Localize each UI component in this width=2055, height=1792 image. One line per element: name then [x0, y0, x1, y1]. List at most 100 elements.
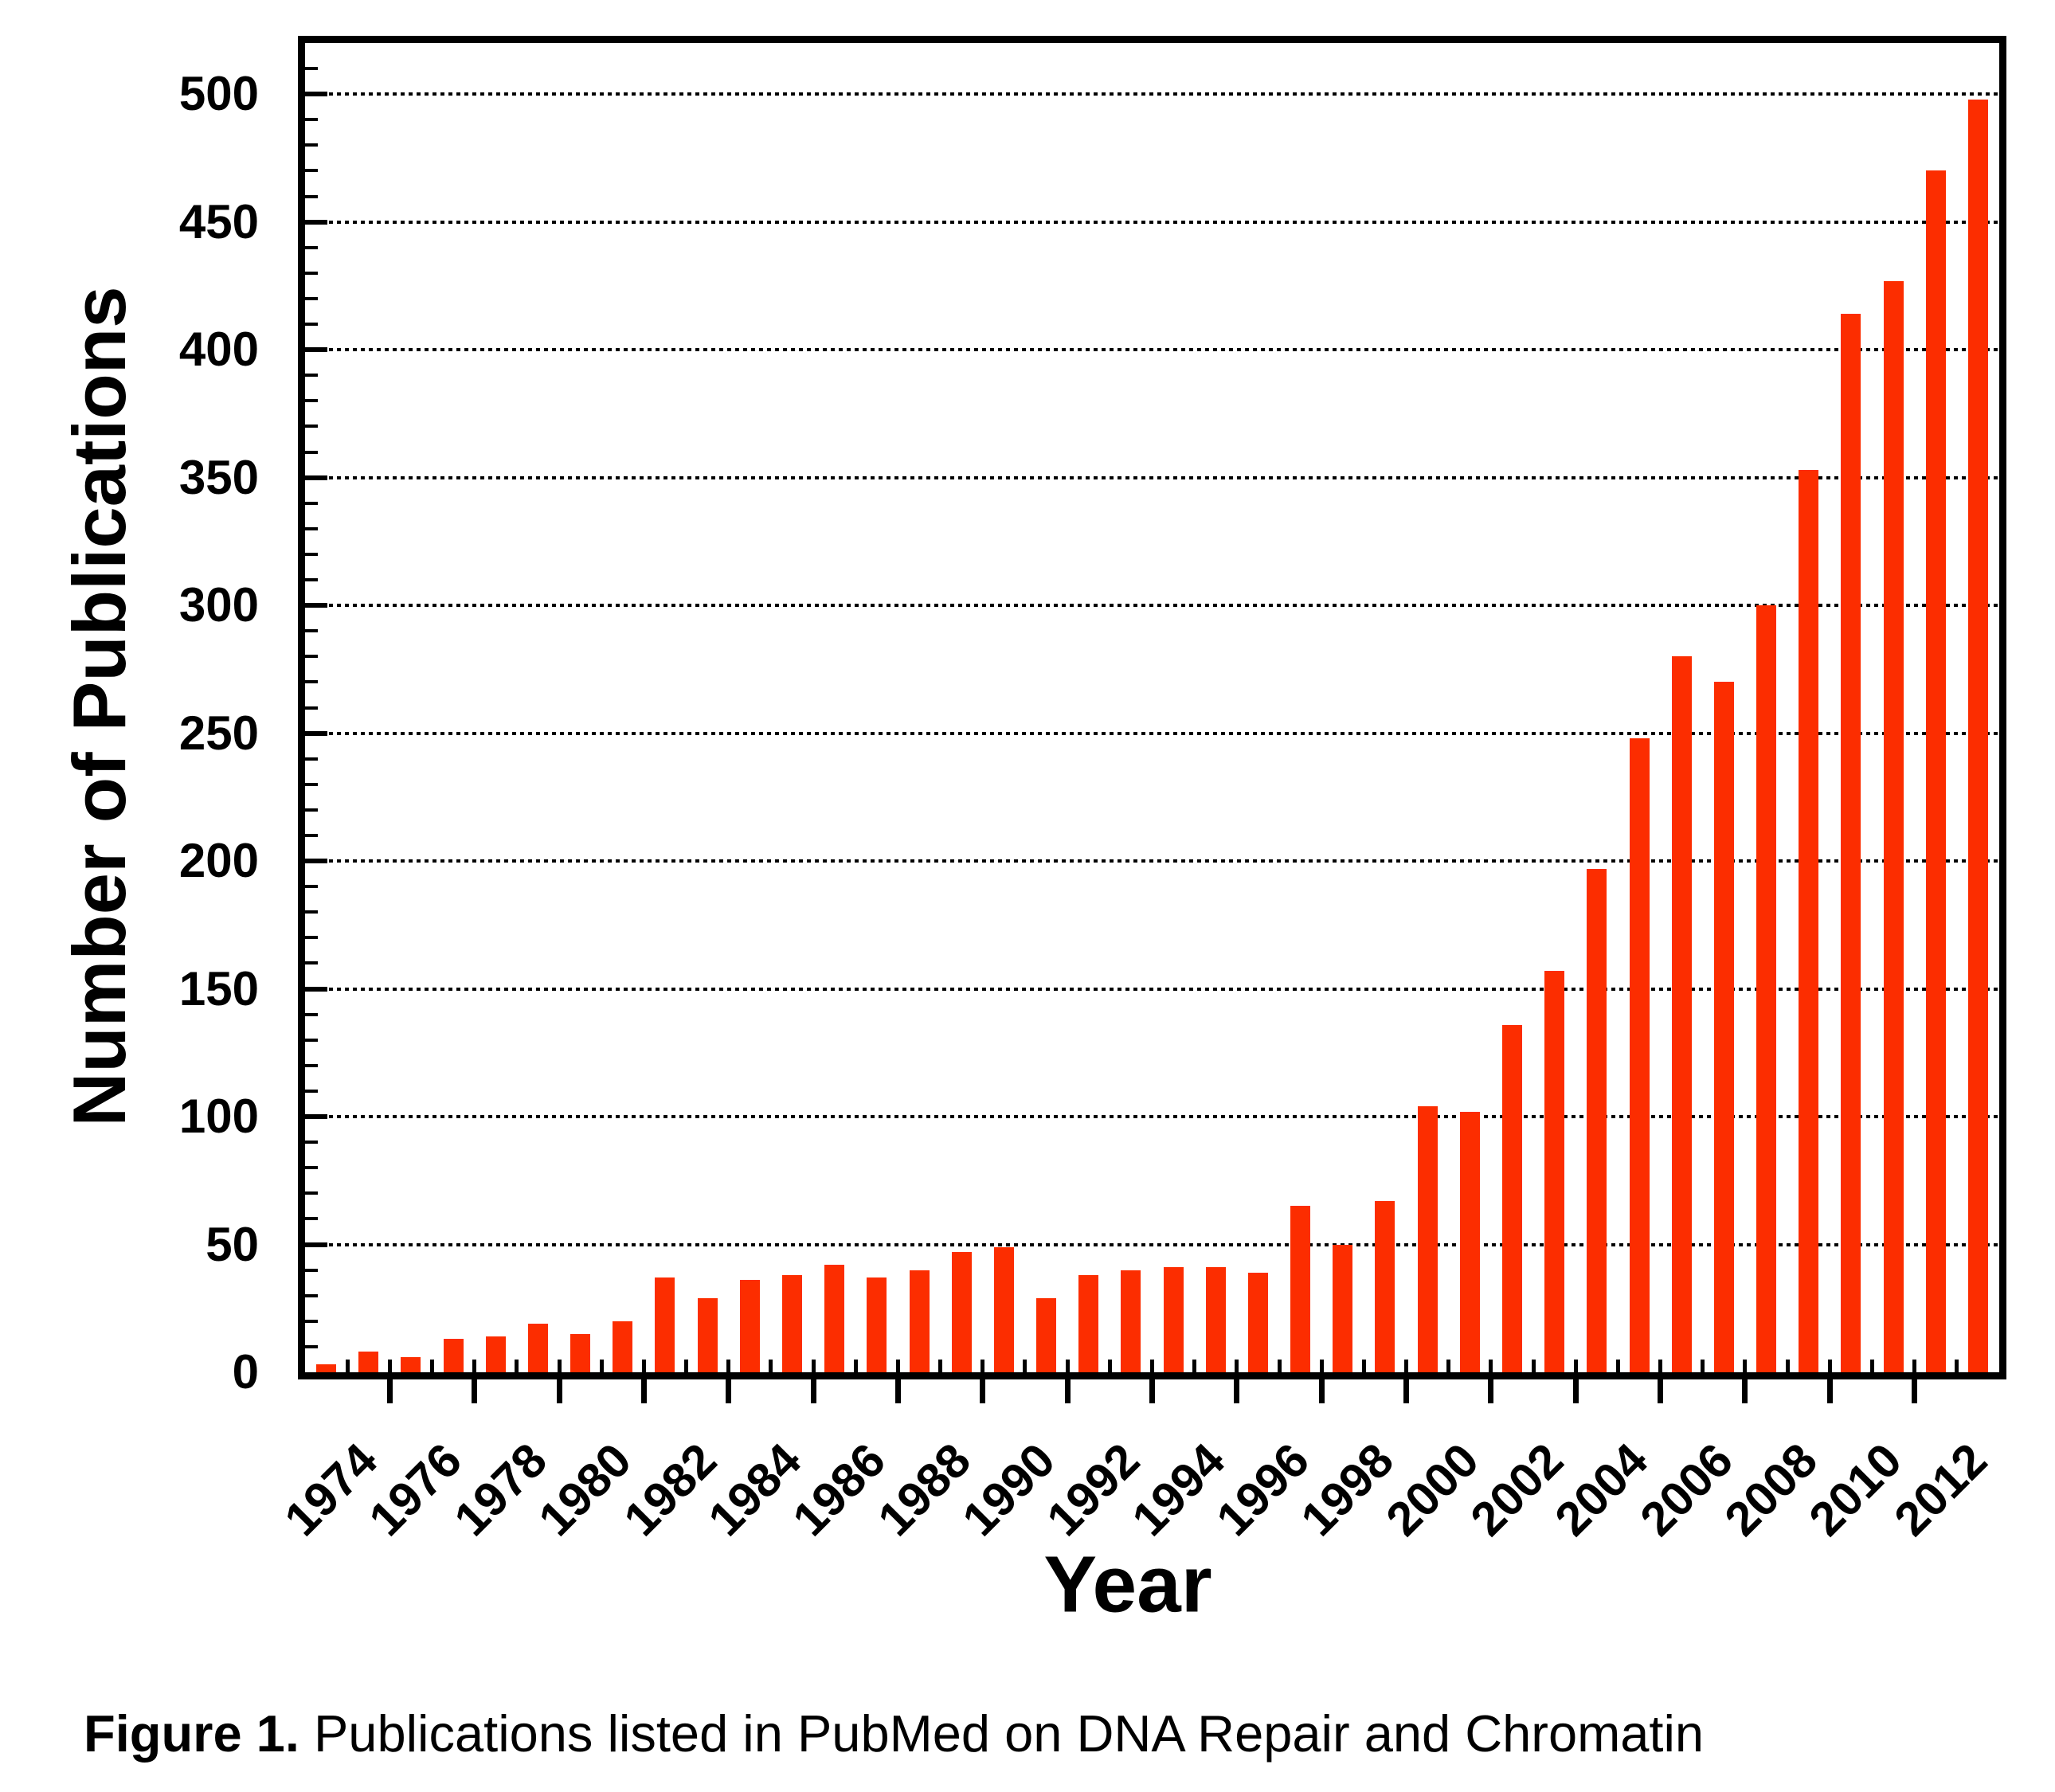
bar-2007: [1713, 682, 1734, 1372]
y-minor-tick: [305, 833, 318, 837]
x-major-tick: [640, 1379, 647, 1403]
y-tick-label-200: 200: [178, 834, 259, 888]
bar-2002: [1501, 1024, 1522, 1372]
bar-1979: [527, 1324, 548, 1372]
x-axis-title: Year: [1043, 1540, 1212, 1630]
x-minor-tick: [1869, 1360, 1874, 1372]
bar-1986: [824, 1265, 845, 1372]
bar-1975: [358, 1352, 379, 1372]
bar-2009: [1799, 470, 1819, 1372]
x-minor-tick: [472, 1360, 477, 1372]
x-tick-label-1976: 1976: [358, 1433, 472, 1547]
bar-1995: [1205, 1267, 1226, 1372]
x-major-tick: [1318, 1379, 1325, 1403]
bar-2011: [1883, 280, 1904, 1372]
y-major-tick: [305, 1242, 327, 1247]
bar-2001: [1459, 1111, 1480, 1372]
y-minor-tick: [305, 1217, 318, 1221]
y-minor-tick: [305, 194, 318, 198]
bar-2006: [1671, 656, 1692, 1372]
x-minor-tick: [853, 1360, 858, 1372]
x-minor-tick: [1743, 1360, 1748, 1372]
y-minor-tick: [305, 578, 318, 582]
caption-text: Publications listed in PubMed on DNA Rep…: [299, 1704, 1705, 1763]
x-minor-tick: [938, 1360, 943, 1372]
x-minor-tick: [1235, 1360, 1239, 1372]
bar-1978: [485, 1336, 506, 1372]
x-tick-label-2008: 2008: [1714, 1433, 1828, 1547]
bar-2008: [1756, 605, 1777, 1372]
x-tick-label-2002: 2002: [1460, 1433, 1574, 1547]
gridline-200: [305, 859, 1999, 863]
y-tick-label-0: 0: [232, 1345, 259, 1399]
gridline-250: [305, 731, 1999, 735]
bar-1985: [782, 1275, 802, 1372]
x-tick-label-1986: 1986: [782, 1433, 896, 1547]
x-major-tick: [1064, 1379, 1071, 1403]
bar-1982: [655, 1277, 675, 1372]
x-minor-tick: [811, 1360, 816, 1372]
x-minor-tick: [981, 1360, 985, 1372]
y-major-tick: [305, 603, 327, 608]
bar-1988: [909, 1270, 930, 1372]
x-minor-tick: [1150, 1360, 1154, 1372]
y-minor-tick: [305, 374, 318, 378]
x-tick-label-1982: 1982: [613, 1433, 726, 1547]
x-tick-label-1998: 1998: [1290, 1433, 1404, 1547]
y-minor-tick: [305, 118, 318, 122]
gridline-50: [305, 1242, 1999, 1246]
y-tick-label-150: 150: [178, 961, 259, 1015]
x-tick-label-1988: 1988: [867, 1433, 981, 1547]
gridline-150: [305, 987, 1999, 991]
y-minor-tick: [305, 1268, 318, 1272]
bar-1974: [316, 1364, 337, 1372]
y-major-tick: [305, 859, 327, 864]
x-minor-tick: [1023, 1360, 1028, 1372]
x-minor-tick: [345, 1360, 350, 1372]
y-tick-label-500: 500: [178, 67, 259, 121]
bar-2005: [1629, 738, 1650, 1372]
y-minor-tick: [305, 526, 318, 530]
plot-area: [305, 43, 1999, 1372]
plot-frame: [298, 36, 2006, 1379]
gridline-400: [305, 348, 1999, 352]
y-minor-tick: [305, 885, 318, 889]
bar-1991: [1036, 1297, 1057, 1372]
y-minor-tick: [305, 1344, 318, 1348]
bar-1984: [739, 1280, 760, 1372]
bar-1996: [1247, 1272, 1268, 1372]
bar-1976: [401, 1356, 421, 1372]
x-minor-tick: [1827, 1360, 1832, 1372]
x-minor-tick: [430, 1360, 435, 1372]
x-tick-label-1990: 1990: [952, 1433, 1066, 1547]
x-tick-label-1994: 1994: [1121, 1433, 1235, 1547]
bar-1999: [1375, 1200, 1395, 1372]
x-major-tick: [894, 1379, 901, 1403]
x-tick-label-2006: 2006: [1630, 1433, 1743, 1547]
x-tick-label-2012: 2012: [1884, 1433, 1997, 1547]
x-minor-tick: [1192, 1360, 1197, 1372]
x-minor-tick: [1361, 1360, 1366, 1372]
x-major-tick: [726, 1379, 732, 1403]
y-minor-tick: [305, 782, 318, 786]
y-minor-tick: [305, 1089, 318, 1093]
x-minor-tick: [515, 1360, 519, 1372]
bar-1990: [993, 1246, 1014, 1372]
y-minor-tick: [305, 552, 318, 556]
y-major-tick: [305, 92, 327, 97]
gridline-500: [305, 92, 1999, 96]
gridline-100: [305, 1115, 1999, 1119]
x-minor-tick: [599, 1360, 604, 1372]
y-minor-tick: [305, 629, 318, 633]
y-major-tick: [305, 219, 327, 225]
caption-label: Figure 1.: [84, 1704, 299, 1763]
x-minor-tick: [1912, 1360, 1917, 1372]
x-minor-tick: [1531, 1360, 1536, 1372]
x-tick-label-1996: 1996: [1206, 1433, 1320, 1547]
y-minor-tick: [305, 936, 318, 940]
y-tick-label-300: 300: [178, 578, 259, 632]
y-minor-tick: [305, 655, 318, 659]
x-major-tick: [1826, 1379, 1833, 1403]
y-minor-tick: [305, 425, 318, 428]
y-minor-tick: [305, 323, 318, 327]
